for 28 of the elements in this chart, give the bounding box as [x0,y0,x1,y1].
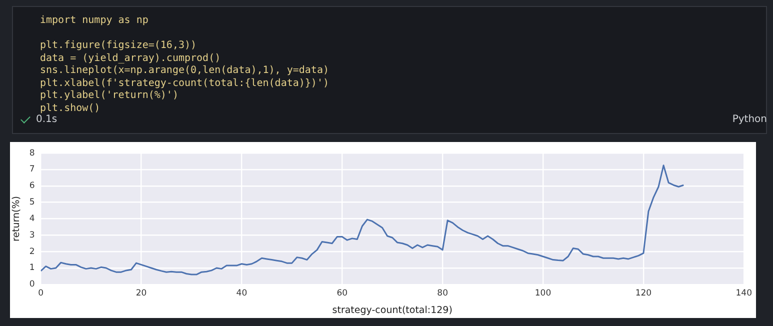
x-tick-label: 40 [236,288,248,299]
text: sns.lineplot(x=np.arange(0,len(data),1), y=data) [40,65,329,78]
y-tick-label: 0 [29,280,35,290]
x-tick-label: 100 [534,288,552,299]
y-tick-label: 6 [29,181,35,192]
y-tick-label: 3 [29,230,35,240]
x-tick-label: 120 [635,288,652,299]
x-tick-label: 140 [736,288,752,299]
y-tick-label: 4 [29,214,35,224]
text: data = (yield_array).cumprod() [40,52,222,65]
y-tick-label: 7 [29,164,35,175]
text: plt.xlabel(f'strategy-count(total:{len(data)})') [40,78,329,90]
x-tick-label: 0 [38,288,44,299]
x-axis-title: strategy-count(total:129) [332,304,452,316]
y-tick-label: 1 [29,263,35,274]
x-tick-label: 20 [136,288,147,299]
text: Python [732,114,767,125]
text: import numpy as np [40,15,150,28]
x-tick-label: 80 [437,288,448,299]
x-tick-label: 60 [336,288,348,299]
text: 0.1s [36,114,58,125]
text: plt.ylabel('return(%)') [40,90,180,102]
y-tick-label: 5 [29,198,35,208]
y-tick-label: 8 [29,148,35,158]
y-axis-title: return(%) [11,196,22,242]
text: plt.show() [40,102,102,114]
text: plt.figure(figsize=(16,3)) [40,40,198,52]
y-tick-label: 2 [29,246,35,257]
